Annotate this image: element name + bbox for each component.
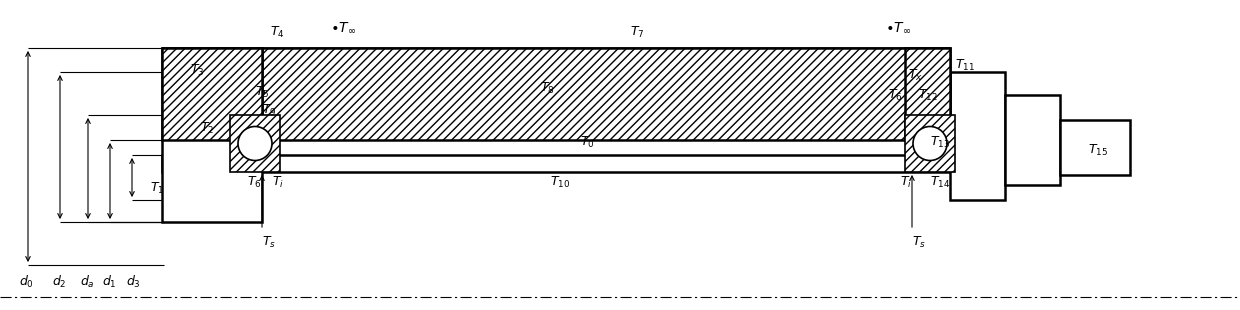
Text: $T_s$: $T_s$ xyxy=(262,234,277,250)
Bar xyxy=(1004,95,1060,185)
Bar xyxy=(905,115,955,172)
Text: $\bullet T_{\infty}$: $\bullet T_{\infty}$ xyxy=(330,21,356,35)
Text: $T_5$: $T_5$ xyxy=(255,84,269,100)
Text: $T_x$: $T_x$ xyxy=(908,68,923,82)
Text: $T_{13}$: $T_{13}$ xyxy=(930,135,950,149)
Text: $T_2$: $T_2$ xyxy=(200,121,215,135)
Text: $d_0$: $d_0$ xyxy=(19,274,33,290)
Bar xyxy=(262,48,950,140)
Text: $T_7$: $T_7$ xyxy=(630,24,645,40)
Text: $T_8$: $T_8$ xyxy=(539,81,554,95)
Text: $T_6$: $T_6$ xyxy=(888,87,903,103)
Bar xyxy=(162,48,262,222)
Text: $d_1$: $d_1$ xyxy=(102,274,117,290)
Text: $T_i$: $T_i$ xyxy=(272,175,284,189)
Text: $T_1$: $T_1$ xyxy=(150,180,165,196)
Text: $T_s$: $T_s$ xyxy=(911,234,926,250)
Text: $d_2$: $d_2$ xyxy=(52,274,67,290)
Bar xyxy=(229,115,280,172)
Text: $T_{10}$: $T_{10}$ xyxy=(551,175,570,189)
Text: $d_a$: $d_a$ xyxy=(81,274,94,290)
Bar xyxy=(162,155,950,172)
Text: $T_i$: $T_i$ xyxy=(900,175,913,189)
Circle shape xyxy=(238,126,272,161)
Bar xyxy=(1060,120,1130,175)
Text: $T_4$: $T_4$ xyxy=(270,24,285,40)
Text: $T_{12}$: $T_{12}$ xyxy=(918,87,937,103)
Bar xyxy=(162,48,262,140)
Text: $T_9$: $T_9$ xyxy=(262,102,277,117)
Text: $\bullet T_{\infty}$: $\bullet T_{\infty}$ xyxy=(885,21,911,35)
Text: $T_{14}$: $T_{14}$ xyxy=(930,175,950,189)
Text: $d_3$: $d_3$ xyxy=(126,274,141,290)
Text: $T_{11}$: $T_{11}$ xyxy=(955,57,975,73)
Circle shape xyxy=(913,126,947,161)
Text: $T_6$: $T_6$ xyxy=(247,175,262,189)
Text: $T_{15}$: $T_{15}$ xyxy=(1087,143,1109,157)
Bar xyxy=(905,48,950,140)
Text: $T_0$: $T_0$ xyxy=(580,135,595,149)
Text: $T_3$: $T_3$ xyxy=(190,62,205,78)
Bar xyxy=(950,72,1004,200)
